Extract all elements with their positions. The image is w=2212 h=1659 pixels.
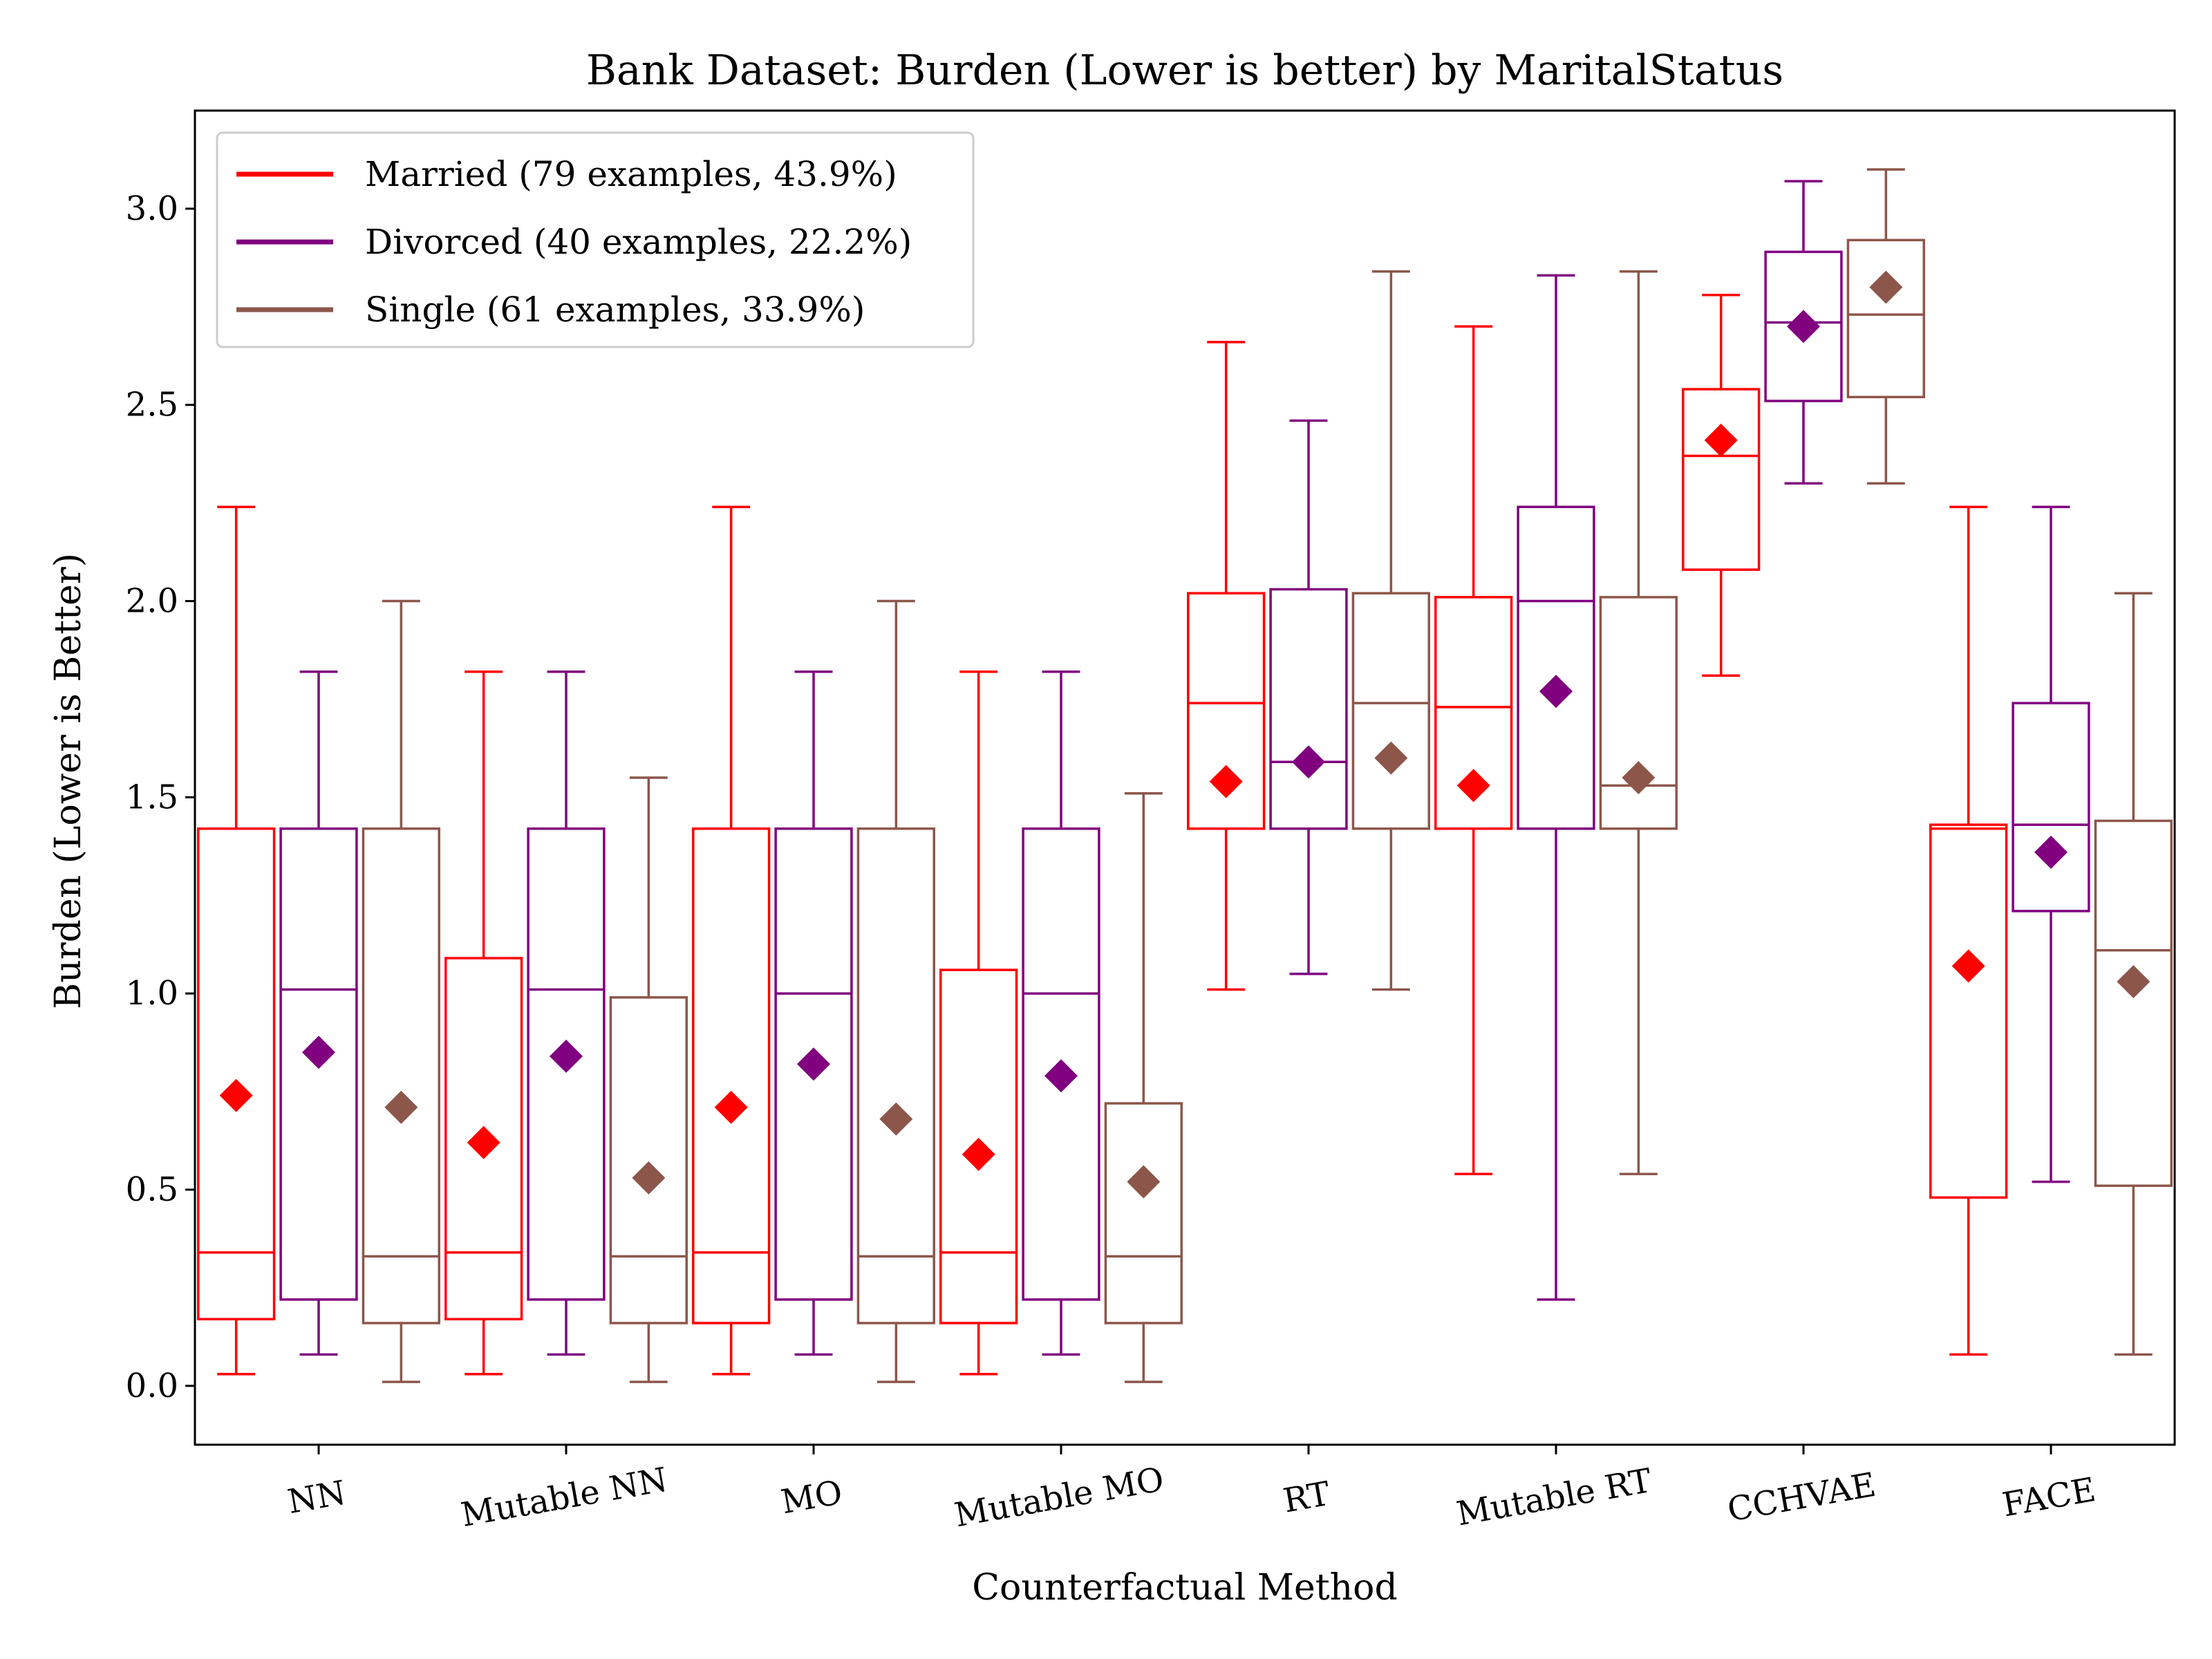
mean-marker [797, 1047, 830, 1081]
legend-label: Single (61 examples, 33.9%) [365, 290, 865, 330]
x-tick-label: RT [1280, 1474, 1333, 1521]
box-2-3 [774, 670, 853, 1356]
mean-marker [467, 1125, 500, 1159]
box-iqr [856, 827, 935, 1324]
mean-marker [302, 1035, 335, 1069]
box-iqr [362, 827, 440, 1324]
box-iqr [609, 996, 688, 1324]
mean-marker [2034, 835, 2068, 869]
mean-marker [1622, 761, 1656, 794]
box-iqr [1682, 388, 1761, 571]
y-tick-label: 0.0 [126, 1367, 178, 1405]
mean-marker [550, 1040, 583, 1074]
box-3-4 [1104, 791, 1183, 1383]
chart-title: Bank Dataset: Burden (Lower is better) b… [586, 46, 1783, 95]
box-iqr [692, 827, 771, 1324]
legend-item-3: Single (61 examples, 33.9%) [236, 290, 865, 330]
box-2-2 [527, 670, 606, 1356]
x-axis-label: Counterfactual Method [972, 1567, 1398, 1609]
mean-marker [1292, 745, 1325, 779]
mean-marker [1704, 423, 1738, 457]
box-1-7 [1682, 294, 1761, 677]
box-3-8 [2094, 592, 2173, 1356]
legend-label: Married (79 examples, 43.9%) [365, 154, 897, 194]
axes-frame [194, 109, 2176, 1446]
plot-area [197, 168, 2173, 1383]
box-2-1 [279, 670, 358, 1356]
box-iqr [2094, 819, 2173, 1188]
mean-marker [1127, 1165, 1161, 1199]
box-2-4 [1022, 670, 1100, 1356]
box-iqr [1434, 596, 1513, 830]
y-tick-label: 1.5 [126, 778, 178, 816]
series-2 [279, 180, 2090, 1356]
box-3-6 [1599, 270, 1678, 1176]
legend: Married (79 examples, 43.9%) Divorced (40… [216, 131, 975, 348]
mean-marker [1374, 741, 1408, 775]
box-iqr [1764, 250, 1843, 402]
box-iqr [527, 827, 606, 1301]
mean-marker [1869, 270, 1903, 304]
mean-marker [1456, 769, 1490, 803]
box-iqr [2012, 702, 2090, 912]
box-iqr [1022, 827, 1100, 1301]
box-iqr [1104, 1102, 1183, 1324]
box-iqr [1517, 505, 1595, 830]
mean-marker [1539, 675, 1573, 709]
y-tick-label: 2.5 [126, 386, 178, 424]
legend-item-1: Married (79 examples, 43.9%) [236, 154, 897, 194]
legend-label: Divorced (40 examples, 22.2%) [365, 222, 912, 262]
box-1-2 [444, 670, 523, 1376]
series-1 [197, 294, 2008, 1376]
box-iqr [279, 827, 358, 1301]
y-tick-label: 2.0 [126, 582, 178, 621]
box-1-3 [692, 505, 771, 1376]
mean-marker [1787, 310, 1820, 344]
mean-marker [962, 1137, 995, 1171]
series-3 [362, 168, 2173, 1383]
box-iqr [197, 827, 276, 1321]
box-3-5 [1351, 270, 1430, 991]
box-1-6 [1434, 325, 1513, 1176]
legend-frame [216, 131, 975, 348]
box-2-6 [1517, 274, 1595, 1301]
box-2-8 [2012, 505, 2090, 1183]
box-2-7 [1764, 180, 1843, 485]
mean-marker [1044, 1059, 1078, 1093]
mean-marker [714, 1090, 748, 1124]
box-iqr [774, 827, 853, 1301]
box-iqr [939, 968, 1018, 1324]
box-3-2 [609, 776, 688, 1383]
box-1-5 [1187, 341, 1266, 991]
y-axis-label: Burden (Lower is Better) [48, 553, 89, 1009]
box-iqr [1187, 592, 1266, 830]
box-1-1 [197, 505, 276, 1376]
box-iqr [1599, 596, 1678, 830]
y-tick-label: 1.0 [126, 974, 178, 1013]
mean-marker [384, 1090, 418, 1124]
box-iqr [1846, 238, 1925, 399]
mean-marker [219, 1078, 253, 1112]
box-1-4 [939, 670, 1018, 1376]
box-2-5 [1269, 419, 1348, 975]
mean-marker [2117, 965, 2150, 999]
legend-item-2: Divorced (40 examples, 22.2%) [236, 222, 912, 262]
box-iqr [1351, 592, 1430, 830]
mean-marker [1209, 765, 1243, 798]
mean-marker [632, 1161, 666, 1194]
box-iqr [1269, 588, 1348, 830]
box-3-1 [362, 599, 440, 1383]
box-3-7 [1846, 168, 1925, 485]
y-tick-label: 3.0 [126, 189, 178, 228]
box-1-8 [1929, 505, 2008, 1356]
mean-marker [1951, 949, 1985, 983]
y-tick-label: 0.5 [126, 1170, 178, 1209]
box-3-3 [856, 599, 935, 1383]
box-iqr [444, 957, 523, 1321]
box-iqr [1929, 823, 2008, 1199]
mean-marker [879, 1102, 913, 1136]
